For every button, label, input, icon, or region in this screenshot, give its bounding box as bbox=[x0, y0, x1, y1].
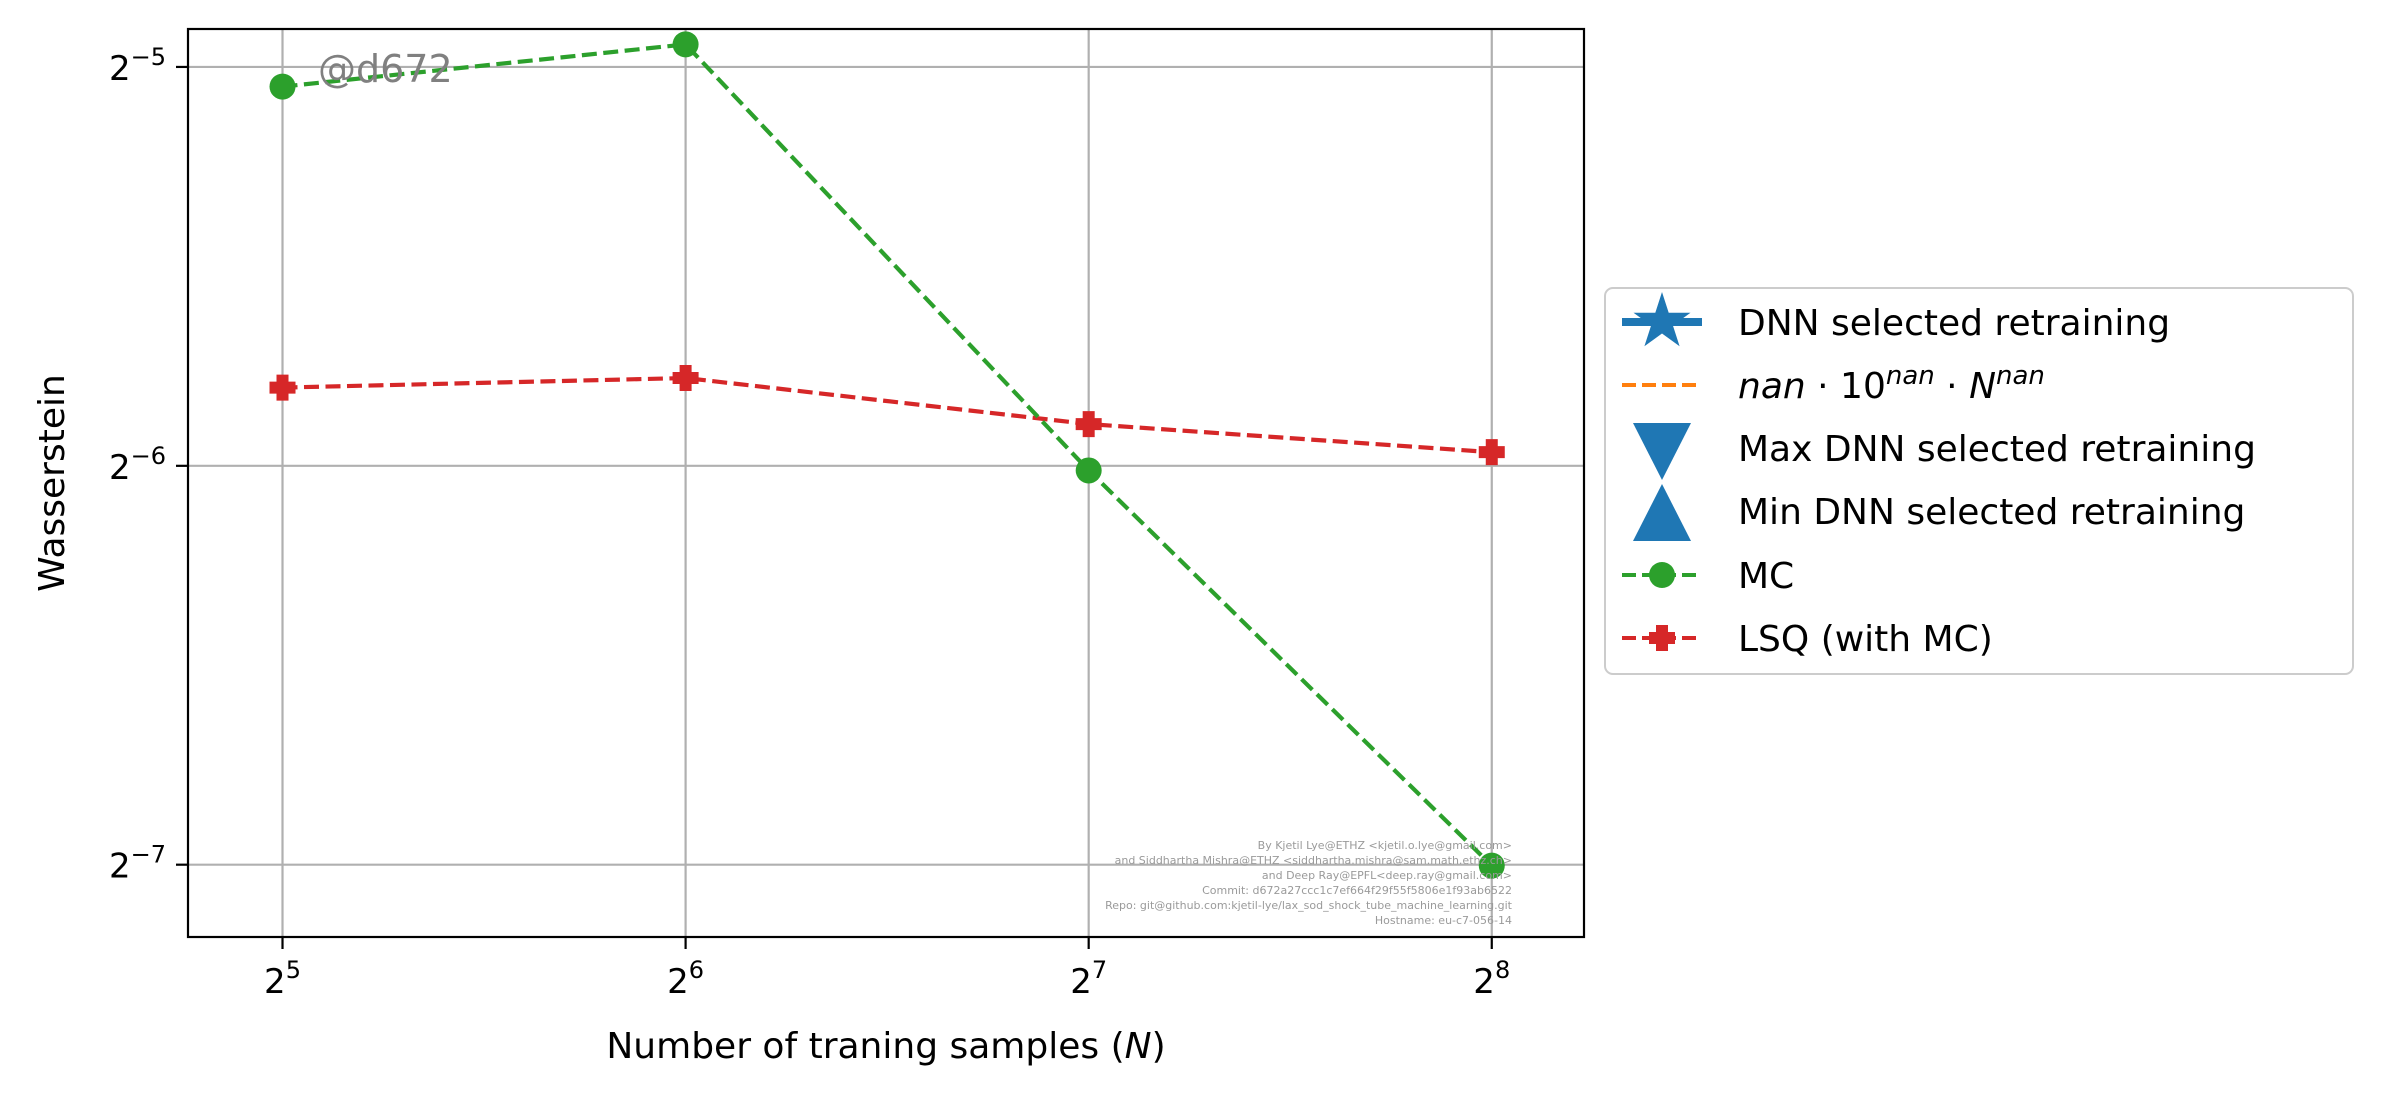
plot-frame bbox=[186, 27, 1586, 939]
series-layer bbox=[269, 31, 1505, 879]
legend-label-fit: nan · 10nan · Nnan bbox=[1738, 361, 2045, 407]
triangle-down-icon bbox=[1633, 423, 1691, 480]
y-tick-label: 2−6 bbox=[109, 442, 166, 488]
x-tick-exp: 6 bbox=[689, 956, 704, 984]
x-tick-label: 25 bbox=[264, 956, 301, 1002]
legend-label-lsq: LSQ (with MC) bbox=[1738, 619, 1993, 660]
legend-entry-dnn: DNN selected retraining bbox=[1622, 292, 2170, 347]
legend-entry-min: Min DNN selected retraining bbox=[1633, 484, 2245, 541]
x-tick-exp: 8 bbox=[1495, 956, 1510, 984]
data-point-mc bbox=[1478, 852, 1505, 879]
x-tick-base: 2 bbox=[264, 962, 286, 1002]
credit-line: By Kjetil Lye@ETHZ <kjetil.o.lye@gmail.c… bbox=[1258, 839, 1512, 852]
data-point-lsq-with-mc bbox=[672, 365, 699, 392]
y-tick-label: 2−7 bbox=[109, 841, 166, 887]
legend-fit-dot2: · bbox=[1935, 366, 1969, 407]
y-tick-base: 2 bbox=[109, 847, 131, 887]
legend: DNN selected retraining nan · 10nan · Nn… bbox=[1604, 287, 2354, 675]
series-line-lsq-with-mc bbox=[282, 375, 1492, 455]
star-icon bbox=[1633, 292, 1691, 347]
x-tick-label: 27 bbox=[1070, 956, 1107, 1002]
y-tick-base: 2 bbox=[109, 448, 131, 488]
legend-label-mc: MC bbox=[1738, 556, 1794, 597]
data-point-mc bbox=[672, 31, 699, 58]
legend-fit-nan1: nan bbox=[1738, 366, 1806, 407]
y-ticks: 2−52−62−7 bbox=[109, 43, 188, 887]
x-axis-label-main: Number of traning samples ( bbox=[606, 1026, 1124, 1067]
credits-block: By Kjetil Lye@ETHZ <kjetil.o.lye@gmail.c… bbox=[1105, 839, 1513, 927]
y-tick-exp: −5 bbox=[131, 43, 166, 71]
x-ticks: 25 26 27 28 bbox=[264, 937, 1510, 1002]
triangle-up-icon bbox=[1633, 484, 1691, 541]
legend-entry-mc: MC bbox=[1622, 556, 1794, 597]
data-point-lsq-with-mc bbox=[1075, 411, 1102, 438]
credit-line: and Deep Ray@EPFL<deep.ray@gmail.com> bbox=[1262, 869, 1512, 882]
x-tick-base: 2 bbox=[1070, 962, 1092, 1002]
credit-line: Commit: d672a27ccc1c7ef664f29f55f5806e1f… bbox=[1202, 884, 1512, 897]
data-point-mc bbox=[269, 73, 296, 100]
credit-line: Repo: git@github.com:kjetil-lye/lax_sod_… bbox=[1105, 899, 1513, 912]
legend-entry-fit: nan · 10nan · Nnan bbox=[1622, 361, 2045, 407]
legend-label-dnn: DNN selected retraining bbox=[1738, 303, 2170, 344]
legend-fit-N: N bbox=[1969, 366, 1996, 407]
legend-frame bbox=[1604, 287, 2354, 675]
x-tick-label: 26 bbox=[667, 956, 704, 1002]
y-axis-label: Wasserstein bbox=[32, 374, 73, 592]
y-tick-exp: −7 bbox=[131, 841, 166, 869]
circle-icon bbox=[1649, 562, 1675, 588]
legend-label-max: Max DNN selected retraining bbox=[1738, 429, 2256, 470]
legend-fit-sup2: nan bbox=[1996, 361, 2045, 391]
x-axis-label: Number of traning samples (N) bbox=[606, 1026, 1165, 1067]
x-tick-exp: 7 bbox=[1092, 956, 1107, 984]
data-point-lsq-with-mc bbox=[269, 374, 296, 401]
watermark-text: @d672 bbox=[318, 47, 453, 91]
x-tick-base: 2 bbox=[1473, 962, 1495, 1002]
x-axis-label-var: N bbox=[1125, 1026, 1152, 1067]
x-tick-label: 28 bbox=[1473, 956, 1510, 1002]
credit-line: and Siddhartha Mishra@ETHZ <siddhartha.m… bbox=[1115, 854, 1512, 867]
x-tick-exp: 5 bbox=[286, 956, 301, 984]
y-tick-base: 2 bbox=[109, 49, 131, 89]
legend-fit-dot1: · 10 bbox=[1806, 366, 1886, 407]
plus-icon bbox=[1649, 625, 1675, 651]
data-point-lsq-with-mc bbox=[1478, 439, 1505, 466]
legend-label-min: Min DNN selected retraining bbox=[1738, 492, 2245, 533]
legend-fit-sup1: nan bbox=[1886, 361, 1935, 391]
y-tick-label: 2−5 bbox=[109, 43, 166, 89]
credit-line: Hostname: eu-c7-056-14 bbox=[1375, 914, 1512, 927]
legend-entry-lsq: LSQ (with MC) bbox=[1622, 619, 1993, 660]
series-line-mc bbox=[282, 42, 1494, 868]
x-tick-base: 2 bbox=[667, 962, 689, 1002]
y-tick-exp: −6 bbox=[131, 442, 166, 470]
x-axis-label-end: ) bbox=[1152, 1026, 1166, 1067]
legend-entry-max: Max DNN selected retraining bbox=[1633, 423, 2256, 480]
data-point-mc bbox=[1075, 457, 1102, 484]
